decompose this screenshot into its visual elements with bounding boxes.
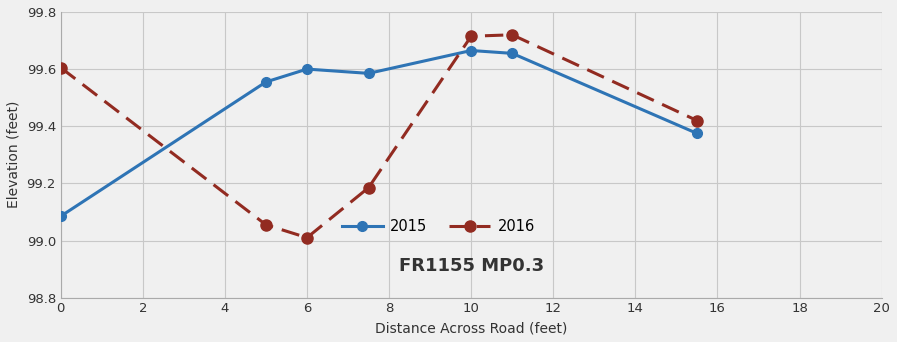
2015 [507, 51, 518, 55]
2015 [692, 131, 702, 135]
2016 [466, 34, 476, 38]
2015 [260, 80, 271, 84]
2016 [692, 118, 702, 122]
2015 [301, 67, 312, 71]
2015 [56, 214, 66, 218]
2015 [363, 71, 374, 76]
Line: 2016: 2016 [56, 29, 702, 243]
2016 [260, 223, 271, 227]
Text: FR1155 MP0.3: FR1155 MP0.3 [398, 257, 544, 275]
Line: 2015: 2015 [56, 45, 701, 221]
2016 [301, 236, 312, 240]
2016 [507, 33, 518, 37]
2016 [363, 186, 374, 190]
2015 [466, 49, 476, 53]
2016 [56, 66, 66, 70]
Legend: 2015, 2016: 2015, 2016 [336, 213, 541, 239]
Y-axis label: Elevation (feet): Elevation (feet) [7, 101, 21, 209]
X-axis label: Distance Across Road (feet): Distance Across Road (feet) [375, 321, 568, 335]
